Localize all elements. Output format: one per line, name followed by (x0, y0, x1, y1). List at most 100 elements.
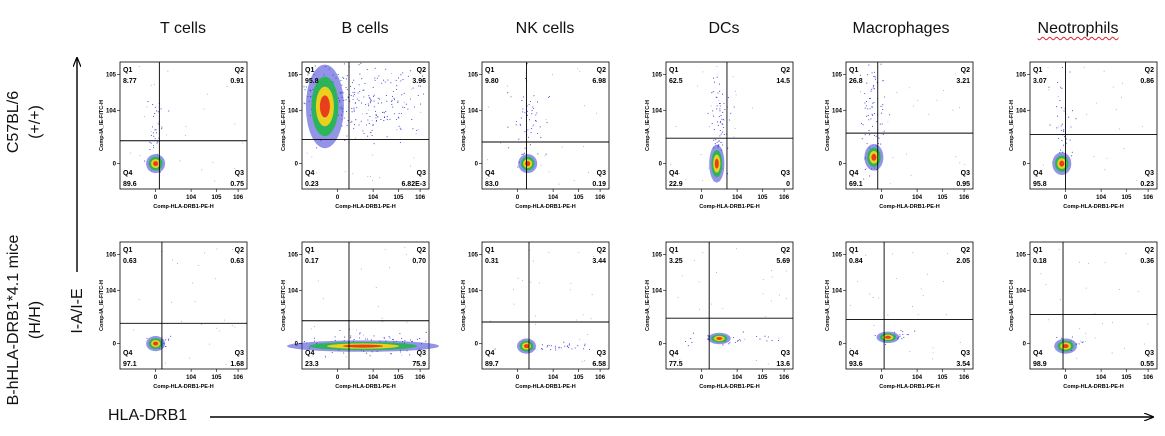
event-dot (364, 103, 367, 106)
event-dot (316, 147, 318, 149)
event-dot (415, 133, 417, 135)
event-dot (391, 100, 393, 102)
event-dot (374, 67, 376, 69)
event-dot (1048, 319, 1050, 321)
event-dot (526, 63, 528, 65)
event-dot (579, 70, 581, 72)
event-dot (570, 283, 572, 285)
event-dot (871, 88, 873, 90)
y-tick-label: 104 (468, 288, 479, 294)
event-dot (1125, 252, 1127, 254)
event-dot (384, 248, 386, 250)
x-tick-label: 106 (415, 375, 426, 381)
event-dot (945, 313, 947, 315)
event-dot (524, 131, 526, 133)
event-dot (917, 99, 919, 101)
event-dot (401, 94, 403, 96)
quadrant-value-q2: 0.63 (230, 258, 244, 265)
plot-panel: Q1 0.63 Q2 0.63 Q4 97.1 Q3 1.68 0 104 105 106 0 104 10… (99, 241, 248, 390)
event-dot (1079, 328, 1081, 330)
event-dot (350, 335, 352, 337)
event-dot (882, 103, 884, 106)
event-dot (577, 68, 579, 70)
event-dot (404, 246, 406, 248)
quadrant-value-q1: 8.77 (123, 78, 137, 85)
event-dot (515, 124, 517, 126)
event-dot (946, 252, 948, 254)
event-dot (767, 336, 769, 338)
event-dot (545, 153, 547, 155)
event-dot (234, 326, 236, 328)
quadrant-value-q4: 83.0 (485, 181, 499, 188)
x-tick-label: 104 (732, 375, 743, 381)
event-dot (389, 337, 391, 339)
event-dot (362, 89, 364, 91)
event-dot (882, 109, 884, 111)
y-tick-label: 0 (295, 342, 299, 348)
event-dot (1034, 176, 1036, 178)
panel-frame (119, 241, 248, 370)
event-dot (871, 125, 874, 127)
event-dot (685, 178, 687, 180)
event-dot (381, 102, 383, 104)
event-dot (507, 126, 509, 128)
event-dot (366, 112, 368, 115)
event-dot (528, 103, 530, 106)
event-dot (867, 115, 869, 117)
y-tick-label: 105 (288, 253, 299, 259)
event-dot (337, 73, 339, 76)
event-dot (1094, 337, 1096, 339)
event-dot (513, 303, 515, 305)
event-dot (1069, 139, 1071, 141)
event-dot (168, 110, 170, 112)
event-dot (214, 180, 216, 182)
event-dot (161, 126, 163, 128)
quadrant-label-q3: Q3 (417, 350, 426, 357)
event-dot (360, 120, 362, 122)
event-dot (1065, 142, 1067, 144)
event-dot (392, 339, 395, 341)
event-dot (345, 356, 347, 358)
event-dot (732, 76, 734, 78)
event-dot (373, 94, 375, 96)
event-dot (873, 71, 876, 73)
quadrant-label-q1: Q1 (485, 67, 494, 74)
event-dot (873, 85, 875, 87)
event-dot (712, 110, 714, 112)
quadrant-value-q1: 0.63 (123, 258, 137, 265)
event-dot (144, 160, 146, 162)
quadrant-label-q3: Q3 (961, 350, 970, 357)
event-dot (529, 144, 531, 146)
event-dot (863, 178, 865, 180)
event-dot (306, 152, 308, 154)
event-dot (723, 102, 725, 104)
event-dot (1147, 323, 1149, 325)
event-dot (343, 77, 345, 79)
event-dot (870, 90, 872, 92)
y-tick-label: 105 (832, 253, 843, 259)
event-dot (524, 77, 527, 80)
event-dot (1093, 156, 1095, 158)
event-dot (942, 280, 944, 282)
event-dot (407, 108, 409, 110)
event-dot (530, 132, 532, 134)
event-dot (412, 87, 414, 89)
event-dot (717, 124, 719, 126)
x-tick-label: 105 (212, 195, 223, 201)
event-dot (720, 133, 722, 135)
event-dot (674, 184, 676, 186)
panel-x-label: Comp-HLA-DRB1-PE-H (515, 204, 576, 210)
quadrant-label-q1: Q1 (669, 247, 678, 254)
event-dot (519, 124, 521, 126)
event-dot (398, 125, 400, 127)
event-dot (920, 288, 922, 290)
event-dot (420, 103, 422, 105)
event-dot (397, 100, 399, 102)
event-dot (716, 108, 718, 110)
event-dot (873, 325, 875, 326)
quadrant-value-q1: 26.8 (849, 78, 863, 85)
event-dot (868, 175, 871, 177)
event-dot (400, 80, 402, 82)
quadrant-label-q2: Q2 (597, 67, 606, 74)
event-dot (687, 345, 689, 347)
